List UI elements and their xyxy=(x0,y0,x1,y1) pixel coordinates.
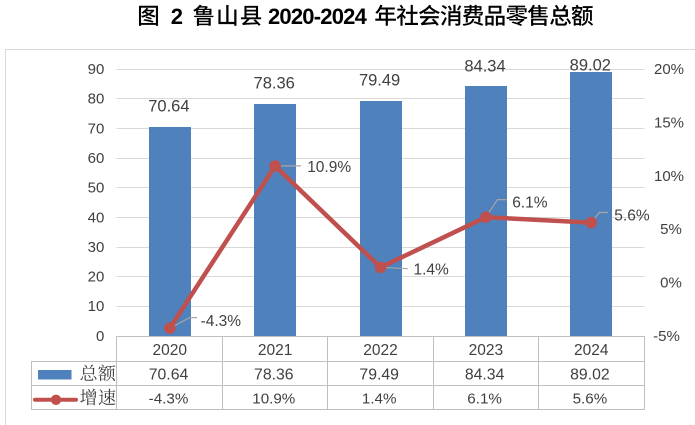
svg-text:70.64: 70.64 xyxy=(149,367,189,384)
svg-text:10.9%: 10.9% xyxy=(252,391,295,408)
svg-text:0: 0 xyxy=(96,328,104,345)
svg-text:2: 2 xyxy=(171,4,183,29)
svg-text:-4.3%: -4.3% xyxy=(201,313,242,330)
svg-text:30: 30 xyxy=(88,239,105,256)
svg-text:2021: 2021 xyxy=(258,342,292,359)
svg-text:89.02: 89.02 xyxy=(570,367,610,384)
svg-text:5.6%: 5.6% xyxy=(573,391,608,408)
svg-text:1.4%: 1.4% xyxy=(414,262,450,279)
svg-text:6.1%: 6.1% xyxy=(512,195,548,212)
svg-text:80: 80 xyxy=(88,91,105,108)
svg-text:90: 90 xyxy=(88,61,105,78)
svg-text:1.4%: 1.4% xyxy=(362,391,397,408)
svg-text:2024: 2024 xyxy=(574,342,609,359)
svg-text:84.34: 84.34 xyxy=(464,57,505,75)
svg-text:40: 40 xyxy=(88,209,105,226)
svg-text:78.36: 78.36 xyxy=(254,367,294,384)
svg-text:5%: 5% xyxy=(660,221,682,238)
svg-text:20%: 20% xyxy=(654,61,684,78)
svg-text:2023: 2023 xyxy=(469,342,503,359)
svg-text:79.49: 79.49 xyxy=(359,367,399,384)
svg-text:2020: 2020 xyxy=(153,342,188,359)
svg-text:84.34: 84.34 xyxy=(465,367,505,384)
svg-text:2022: 2022 xyxy=(363,342,397,359)
svg-text:0%: 0% xyxy=(660,275,682,292)
svg-text:-5%: -5% xyxy=(653,328,680,345)
svg-text:10.9%: 10.9% xyxy=(307,159,351,176)
svg-text:79.49: 79.49 xyxy=(359,71,400,89)
svg-text:10%: 10% xyxy=(654,168,684,185)
svg-text:60: 60 xyxy=(88,150,105,167)
svg-text:78.36: 78.36 xyxy=(254,74,295,92)
svg-text:10: 10 xyxy=(88,298,105,315)
svg-text:-4.3%: -4.3% xyxy=(149,391,189,408)
svg-text:89.02: 89.02 xyxy=(570,57,611,75)
svg-text:5.6%: 5.6% xyxy=(614,208,650,225)
svg-text:70: 70 xyxy=(88,120,105,137)
svg-text:70.64: 70.64 xyxy=(148,97,189,115)
svg-text:15%: 15% xyxy=(654,115,684,132)
svg-text:6.1%: 6.1% xyxy=(467,391,502,408)
svg-text:20: 20 xyxy=(88,269,105,286)
svg-text:2020-2024: 2020-2024 xyxy=(268,4,368,29)
svg-text:50: 50 xyxy=(88,180,105,197)
